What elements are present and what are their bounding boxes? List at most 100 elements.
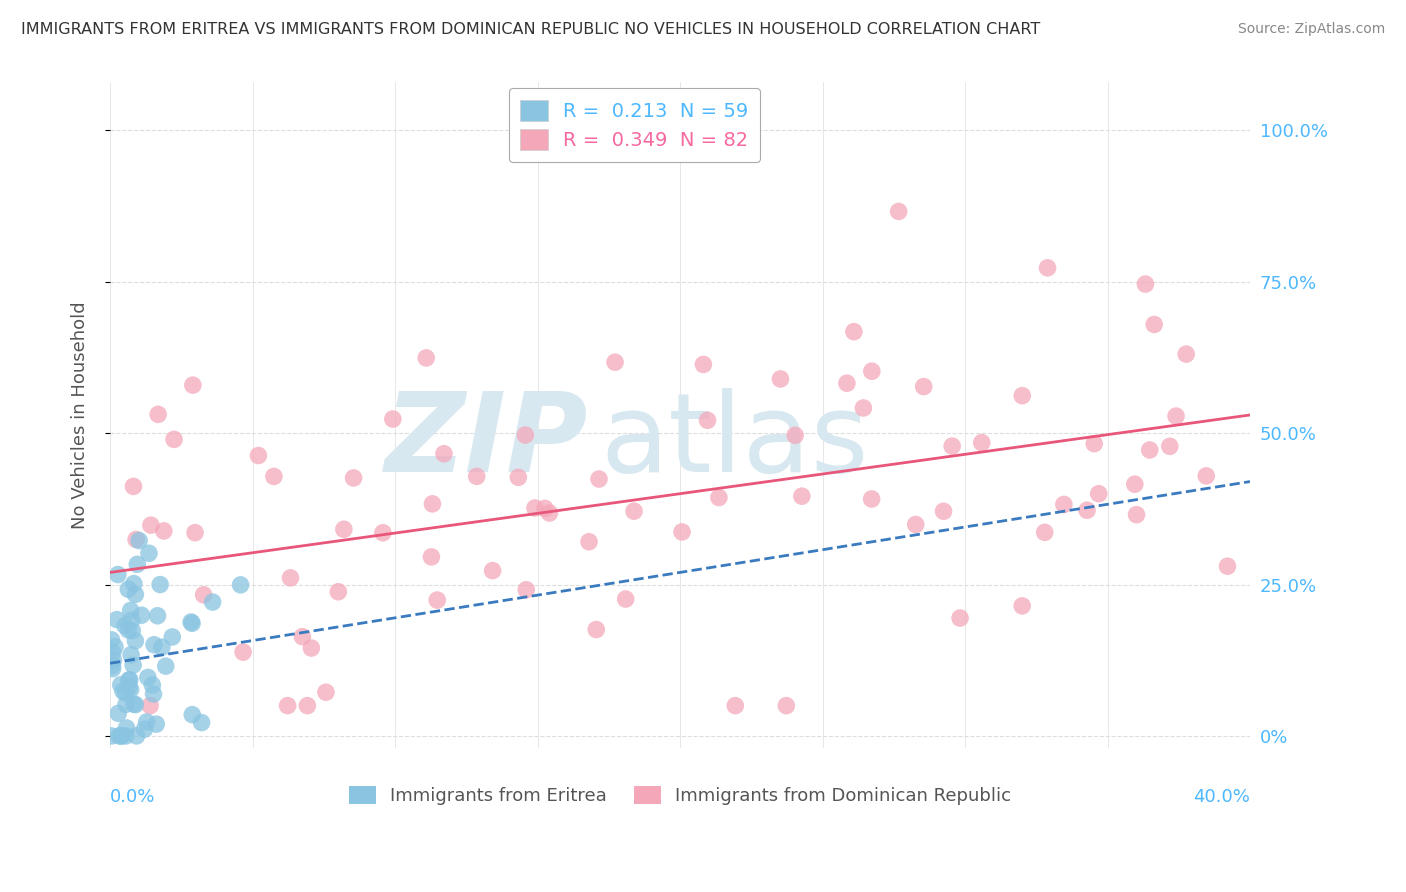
Point: [117, 582, 139, 597]
Point: [578, 534, 600, 549]
Point: [100, 729, 122, 743]
Point: [614, 592, 637, 607]
Point: [481, 564, 503, 578]
Point: [114, 618, 136, 632]
Point: [692, 358, 714, 372]
Point: [465, 469, 488, 483]
Point: [110, 729, 132, 743]
Point: [426, 593, 449, 607]
Point: [1011, 389, 1033, 403]
Point: [127, 558, 149, 572]
Point: [1135, 277, 1157, 292]
Point: [1033, 525, 1056, 540]
Point: [120, 648, 142, 662]
Point: [769, 372, 792, 386]
Point: [1011, 599, 1033, 613]
Point: [110, 678, 132, 692]
Point: [125, 729, 148, 743]
Point: [904, 517, 927, 532]
Point: [1164, 409, 1187, 423]
Point: [101, 646, 124, 660]
Point: [790, 489, 813, 503]
Point: [842, 325, 865, 339]
Point: [912, 379, 935, 393]
Point: [162, 630, 184, 644]
Point: [180, 615, 202, 629]
Point: [1143, 318, 1166, 332]
Point: [970, 435, 993, 450]
Point: [134, 722, 156, 736]
Point: [118, 680, 141, 694]
Point: [122, 479, 145, 493]
Point: [115, 729, 138, 743]
Point: [588, 472, 610, 486]
Point: [146, 608, 169, 623]
Point: [523, 501, 546, 516]
Point: [1139, 442, 1161, 457]
Point: [122, 697, 145, 711]
Text: 0.0%: 0.0%: [110, 788, 156, 806]
Point: [342, 471, 364, 485]
Point: [122, 658, 145, 673]
Point: [299, 641, 322, 656]
Point: [515, 582, 537, 597]
Point: [433, 447, 456, 461]
Point: [1036, 260, 1059, 275]
Point: [515, 428, 537, 442]
Point: [121, 624, 143, 638]
Point: [1083, 436, 1105, 450]
Point: [105, 613, 128, 627]
Point: [120, 603, 142, 617]
Point: [603, 355, 626, 369]
Point: [420, 549, 443, 564]
Point: [371, 525, 394, 540]
Point: [117, 623, 139, 637]
Y-axis label: No Vehicles in Household: No Vehicles in Household: [72, 301, 89, 529]
Point: [333, 522, 356, 536]
Point: [146, 408, 169, 422]
Point: [115, 698, 138, 712]
Point: [107, 567, 129, 582]
Point: [775, 698, 797, 713]
Point: [1087, 486, 1109, 500]
Point: [149, 577, 172, 591]
Point: [671, 524, 693, 539]
Point: [247, 449, 270, 463]
Point: [1216, 559, 1239, 574]
Point: [115, 721, 138, 735]
Point: [623, 504, 645, 518]
Point: [707, 491, 730, 505]
Point: [121, 613, 143, 627]
Point: [120, 682, 142, 697]
Point: [1076, 503, 1098, 517]
Point: [150, 640, 173, 655]
Text: ZIP: ZIP: [385, 388, 589, 495]
Point: [138, 546, 160, 560]
Point: [1125, 508, 1147, 522]
Point: [415, 351, 437, 365]
Point: [101, 662, 124, 676]
Point: [181, 378, 204, 392]
Point: [201, 595, 224, 609]
Point: [136, 670, 159, 684]
Point: [1175, 347, 1198, 361]
Point: [131, 608, 153, 623]
Point: [163, 433, 186, 447]
Point: [139, 698, 162, 713]
Point: [155, 659, 177, 673]
Point: [696, 413, 718, 427]
Point: [229, 578, 252, 592]
Point: [724, 698, 747, 713]
Text: 40.0%: 40.0%: [1194, 788, 1250, 806]
Legend: Immigrants from Eritrea, Immigrants from Dominican Republic: Immigrants from Eritrea, Immigrants from…: [342, 779, 1019, 813]
Text: atlas: atlas: [600, 388, 869, 495]
Point: [124, 698, 146, 712]
Point: [1159, 439, 1181, 453]
Point: [143, 638, 166, 652]
Point: [128, 533, 150, 548]
Point: [114, 686, 136, 700]
Point: [381, 412, 404, 426]
Point: [280, 571, 302, 585]
Point: [949, 611, 972, 625]
Point: [315, 685, 337, 699]
